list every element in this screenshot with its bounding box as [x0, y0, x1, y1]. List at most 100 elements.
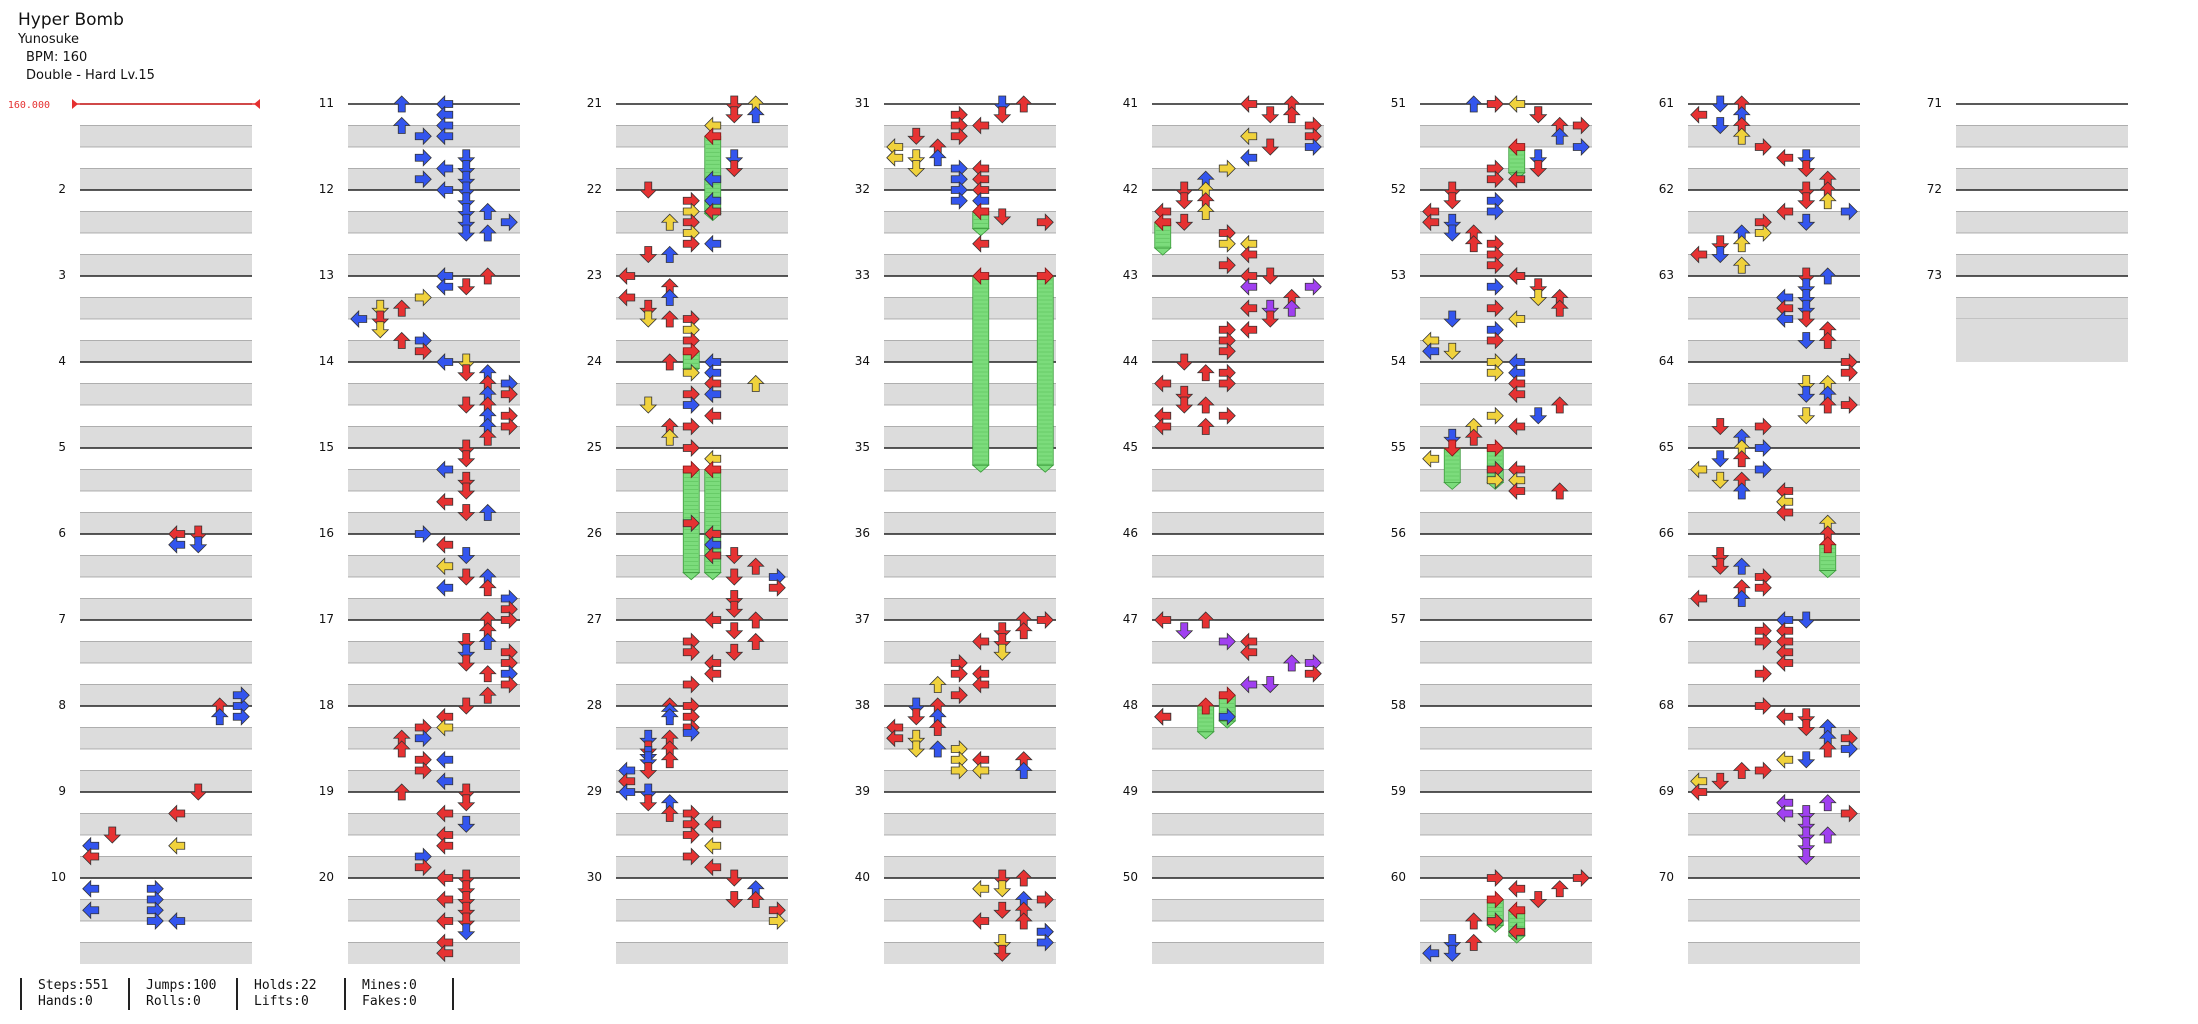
left-arrow-note — [704, 406, 722, 425]
beat-stripe — [348, 297, 520, 319]
right-arrow-note — [1572, 116, 1590, 135]
up-arrow-note — [1818, 331, 1837, 349]
beat-stripe — [80, 555, 252, 577]
left-arrow-note — [1776, 202, 1794, 221]
beat-stripe — [1152, 254, 1324, 276]
up-arrow-note — [746, 106, 765, 124]
up-arrow-note — [478, 267, 497, 285]
measure-number: 49 — [1123, 784, 1138, 798]
hold-body — [972, 275, 990, 466]
right-arrow-note — [950, 761, 968, 780]
down-arrow-note — [907, 160, 926, 178]
up-arrow-note — [660, 708, 679, 726]
down-arrow-note — [457, 794, 476, 812]
measure-number: 39 — [855, 784, 870, 798]
down-arrow-note — [1797, 708, 1816, 726]
down-arrow-note — [1711, 418, 1730, 436]
beat-stripe — [1152, 512, 1324, 534]
stat-mines: Mines:0 — [362, 978, 417, 993]
beat-stripe — [1420, 125, 1592, 147]
measure-number: 70 — [1659, 870, 1674, 884]
hold-head-arrow — [1196, 697, 1215, 715]
up-arrow-note — [478, 428, 497, 446]
up-arrow-note — [660, 353, 679, 371]
down-arrow-note — [457, 213, 476, 231]
down-arrow-note — [725, 568, 744, 586]
hold-head-arrow — [1486, 890, 1504, 909]
hold-tail — [1153, 247, 1172, 256]
down-arrow-note — [639, 729, 658, 747]
measure-number: 43 — [1123, 268, 1138, 282]
right-arrow-note — [950, 686, 968, 705]
measure-number: 27 — [587, 612, 602, 626]
down-arrow-note — [1797, 332, 1816, 350]
left-arrow-note — [704, 385, 722, 404]
left-arrow-note — [1154, 374, 1172, 393]
measure-number: 13 — [319, 268, 334, 282]
up-arrow-note — [1732, 127, 1751, 145]
down-arrow-note — [725, 95, 744, 113]
up-arrow-note — [1818, 396, 1837, 414]
down-arrow-note — [1797, 181, 1816, 199]
right-arrow-note — [414, 858, 432, 877]
left-arrow-note — [618, 267, 636, 285]
beat-stripe — [616, 512, 788, 534]
left-arrow-note — [1508, 95, 1526, 113]
stats-divider-end — [452, 978, 454, 1010]
right-arrow-note — [1036, 890, 1054, 909]
down-arrow-note — [1797, 815, 1816, 833]
down-arrow-note — [1797, 719, 1816, 737]
left-arrow-note — [704, 815, 722, 834]
beat-stripe — [348, 727, 520, 749]
beat-stripe — [1152, 942, 1324, 964]
measure-number: 34 — [855, 354, 870, 368]
down-arrow-note — [725, 106, 744, 124]
down-arrow-note — [639, 181, 658, 199]
down-arrow-note — [457, 181, 476, 199]
left-arrow-note — [1690, 105, 1708, 124]
measure-number: 23 — [587, 268, 602, 282]
beat-stripe — [1152, 426, 1324, 448]
down-arrow-note — [1797, 375, 1816, 393]
down-arrow-note — [1443, 944, 1462, 962]
down-arrow-note — [457, 160, 476, 178]
beat-stripe — [80, 125, 252, 147]
up-arrow-note — [1732, 761, 1751, 779]
left-arrow-note — [436, 127, 454, 146]
down-arrow-note — [1711, 471, 1730, 489]
measure-number: 68 — [1659, 698, 1674, 712]
stat-rolls: Rolls:0 — [146, 994, 201, 1009]
up-arrow-note — [1818, 794, 1837, 812]
up-arrow-note — [1196, 417, 1215, 435]
up-arrow-note — [1818, 826, 1837, 844]
down-arrow-note — [103, 826, 122, 844]
beat-stripe — [616, 297, 788, 319]
up-arrow-note — [660, 751, 679, 769]
measure-number: 31 — [855, 96, 870, 110]
left-arrow-note — [436, 944, 454, 963]
hold-head-arrow — [704, 460, 722, 479]
beat-stripe — [80, 469, 252, 491]
down-arrow-note — [457, 482, 476, 500]
beat-stripe — [80, 383, 252, 405]
left-arrow-note — [1240, 299, 1258, 318]
left-arrow-note — [1240, 675, 1258, 694]
down-arrow-note — [1711, 117, 1730, 135]
left-arrow-note — [1154, 417, 1172, 436]
beat-stripe — [80, 770, 252, 792]
up-arrow-note — [1196, 611, 1215, 629]
right-arrow-note — [1304, 138, 1322, 156]
up-arrow-note — [1196, 364, 1215, 382]
down-arrow-note — [457, 568, 476, 586]
left-arrow-note — [1776, 804, 1794, 823]
right-arrow-note — [414, 729, 432, 748]
down-arrow-note — [1797, 213, 1816, 231]
down-arrow-note — [993, 880, 1012, 898]
down-arrow-note — [1797, 837, 1816, 855]
beat-stripe — [616, 770, 788, 792]
down-arrow-note — [1261, 310, 1280, 328]
beat-stripe — [1688, 856, 1860, 878]
right-arrow-note — [414, 761, 432, 780]
left-arrow-note — [704, 234, 722, 253]
left-arrow-note — [436, 804, 454, 823]
